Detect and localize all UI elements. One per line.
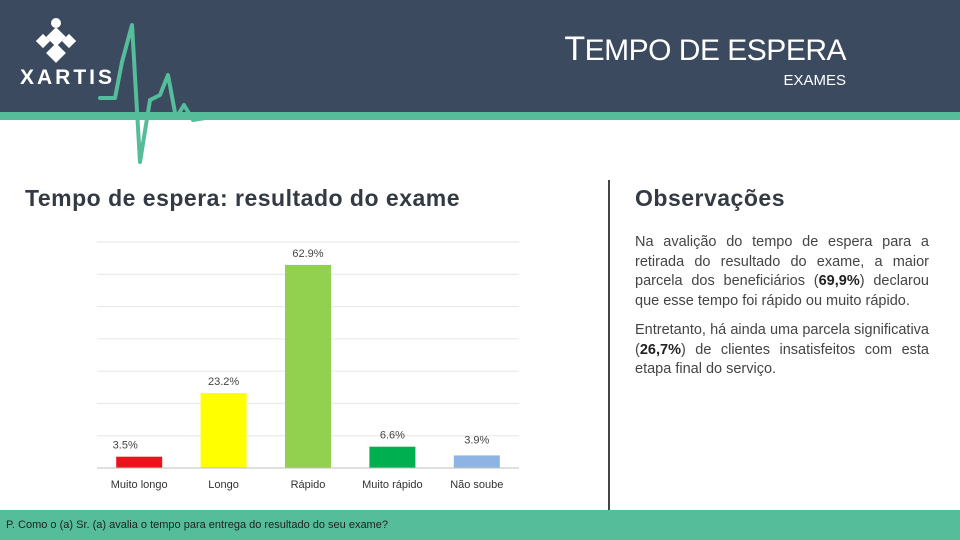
bar-3 — [369, 446, 416, 468]
chart-bars — [116, 264, 500, 468]
page-title: TEMPO DE ESPERA — [564, 30, 846, 69]
obs-p2-text-c: ) de clientes insatisfeitos com esta eta… — [635, 341, 929, 378]
chart-category-labels: Muito longo Longo Rápido Muito rápido Não so… — [111, 479, 504, 491]
value-label-4: 3.9% — [464, 434, 489, 446]
bar-chart: 3.5% 23.2% 62.9% 6.6% 3.9% Muito longo Longo R… — [97, 241, 519, 491]
category-label-0: Muito longo — [111, 479, 168, 491]
obs-p1-text-c: ) declarou que esse tempo foi rápido ou … — [635, 273, 929, 309]
observation-paragraph-2: Entretanto, há ainda uma parcela signifi… — [635, 321, 929, 380]
obs-p2-highlight: 26,7% — [639, 341, 681, 358]
page-title-rest: EMPO DE ESPERA — [584, 34, 847, 67]
page-title-first-letter: T — [564, 30, 585, 68]
bar-1 — [200, 393, 247, 468]
value-label-2: 62.9% — [292, 248, 323, 260]
header-stripe — [0, 112, 960, 120]
page-subtitle: EXAMES — [783, 72, 846, 89]
value-label-3: 6.6% — [380, 430, 405, 442]
survey-question: P. Como o (a) Sr. (a) avalia o tempo par… — [6, 519, 388, 531]
chart-value-labels: 3.5% 23.2% 62.9% 6.6% 3.9% — [113, 248, 490, 452]
xartis-logo-icon — [36, 18, 76, 63]
bar-2 — [285, 264, 331, 468]
value-label-0: 3.5% — [113, 440, 138, 452]
category-label-1: Longo — [208, 479, 239, 491]
category-label-3: Muito rápido — [362, 479, 423, 491]
category-label-4: Não soube — [450, 479, 503, 491]
value-label-1: 23.2% — [208, 376, 239, 388]
category-label-2: Rápido — [291, 479, 326, 491]
bar-4 — [453, 455, 500, 468]
footer-bar — [0, 510, 960, 540]
brand-logo-text: XARTIS — [20, 66, 116, 89]
chart-title: Tempo de espera: resultado do exame — [25, 185, 461, 211]
obs-p2-text-a: Entretanto, há ainda uma parcela signifi… — [635, 322, 929, 358]
obs-p1-text-a: Na avalição do tempo de espera para a re… — [635, 234, 929, 289]
column-divider — [608, 180, 610, 510]
observations-text: Na avalição do tempo de espera para a re… — [635, 233, 929, 390]
bar-0 — [116, 456, 163, 468]
obs-p1-highlight: 69,9% — [818, 273, 860, 289]
heartbeat-icon — [98, 23, 207, 164]
observation-paragraph-1: Na avalição do tempo de espera para a re… — [635, 233, 929, 311]
observations-title: Observações — [635, 185, 785, 211]
